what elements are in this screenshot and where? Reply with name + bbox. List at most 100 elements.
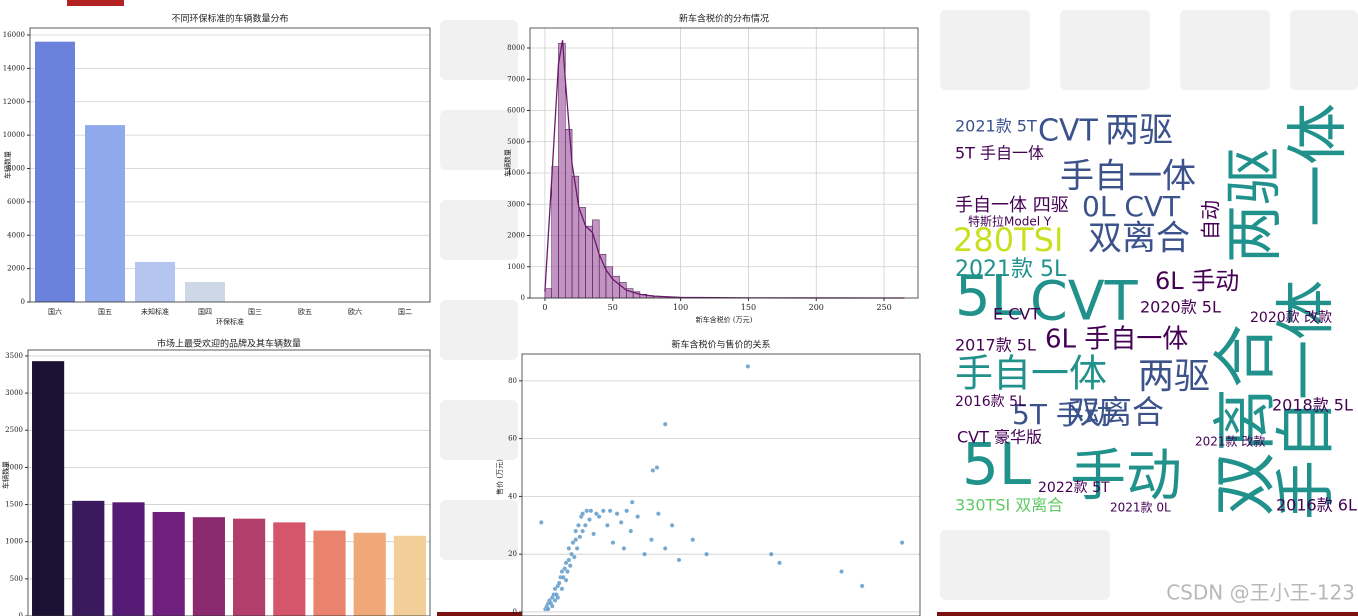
y-tick-label: 4000	[7, 231, 25, 239]
accent-line	[937, 612, 1358, 616]
bar	[393, 535, 426, 616]
x-tick-label: 250	[876, 303, 891, 312]
axes-frame	[521, 353, 921, 616]
y-tick-label: 2000	[7, 265, 25, 273]
bar	[185, 281, 225, 302]
scatter-point	[560, 574, 566, 580]
scatter-point	[600, 508, 606, 514]
y-tick-label: 10000	[3, 131, 25, 139]
bar	[112, 502, 145, 616]
word: CVT	[1038, 114, 1098, 149]
bar	[72, 500, 105, 616]
x-tick-label: 国五	[98, 308, 112, 316]
y-tick-label: 6000	[507, 107, 525, 115]
kde-line	[544, 40, 905, 299]
word: 双离合	[1088, 219, 1190, 259]
scatter-point	[562, 566, 568, 571]
y-tick-label: 1500	[5, 501, 23, 509]
word: 6L 手动	[1155, 267, 1239, 295]
scatter-point	[576, 522, 581, 528]
word: 双离合	[1068, 393, 1164, 431]
chart-panel: 不同环保标准的车辆数量分布 0 2000 4000 6000 8000 10000 12000…	[3, 13, 431, 326]
bar	[353, 532, 386, 616]
histogram-bar	[578, 207, 586, 299]
x-axis-label: 环保标准	[216, 317, 244, 326]
scatter-point	[655, 511, 661, 517]
x-tick-label: 欧五	[298, 307, 312, 316]
scatter-point	[745, 364, 751, 369]
word: 一体	[1281, 103, 1354, 227]
bar	[192, 517, 225, 616]
y-tick-label: 0	[19, 612, 23, 616]
y-tick-label: 500	[10, 575, 23, 583]
bar	[32, 361, 65, 616]
word: 两驱	[1138, 356, 1210, 397]
y-tick-label: 3000	[507, 200, 525, 208]
x-tick-label: 100	[673, 303, 688, 312]
x-tick-label: 50	[608, 303, 618, 312]
x-tick-label: 欧六	[348, 307, 362, 316]
bar	[313, 530, 346, 616]
word: 2022款 5T	[1038, 480, 1110, 496]
scatter-point	[676, 557, 682, 563]
scatter-point	[635, 514, 641, 519]
y-tick-label: 20	[508, 550, 517, 558]
y-tick-label: 3500	[5, 352, 23, 360]
scatter-point	[570, 540, 576, 545]
scatter-point	[573, 537, 579, 543]
scatter-point	[654, 465, 660, 470]
y-tick-label: 2000	[5, 463, 23, 471]
scatter-point	[584, 508, 590, 514]
scatter-point	[662, 421, 668, 427]
x-tick-label: 国六	[48, 307, 62, 316]
accent-bar	[67, 0, 124, 6]
watermark: CSDN @王小王-123	[1166, 581, 1355, 605]
word: 2021款 改款	[1195, 435, 1265, 449]
x-tick-label: 200	[809, 303, 824, 312]
y-tick-label: 8000	[507, 44, 525, 52]
histogram-bar	[544, 288, 552, 299]
y-tick-label: 3000	[5, 389, 23, 397]
y-tick-label: 0	[513, 608, 517, 616]
word: 2017款 5L	[955, 336, 1036, 355]
y-tick-label: 60	[508, 435, 517, 443]
scatter-point	[563, 577, 569, 583]
scatter-point	[556, 580, 562, 586]
word: 2021款 0L	[1110, 501, 1171, 515]
scatter-point	[594, 511, 599, 517]
axes-frame	[27, 349, 431, 616]
wordcloud-bg	[937, 108, 1358, 520]
scatter-point	[899, 540, 905, 545]
histogram-bar	[592, 219, 600, 299]
histogram-bar	[585, 225, 593, 299]
y-axis-label: 车辆数量	[503, 149, 512, 177]
word: 两驱	[1220, 147, 1288, 263]
y-tick-label: 6000	[7, 198, 25, 206]
bar	[135, 261, 175, 302]
word: 2021款 5L	[955, 257, 1067, 282]
x-tick-label: 国二	[398, 308, 412, 316]
scatter-point	[649, 537, 654, 543]
y-tick-label: 5000	[507, 138, 525, 146]
word: 自动	[1199, 200, 1223, 240]
scatter-point	[839, 569, 844, 574]
word: 330TSI 双离合	[955, 496, 1063, 515]
word: 特斯拉Model Y	[968, 214, 1052, 229]
y-tick-label: 16000	[3, 31, 25, 39]
scatter-point	[545, 606, 551, 612]
scatter-point	[607, 508, 613, 514]
word: 手动	[1070, 444, 1182, 509]
scatter-point	[549, 603, 555, 609]
scatter-point	[650, 468, 656, 473]
scatter-point	[621, 546, 627, 551]
axes-frame	[529, 27, 919, 299]
scatter-point	[624, 508, 630, 514]
word: 6L 手自一体	[1045, 325, 1188, 355]
bar	[35, 41, 75, 302]
axes-frame	[29, 27, 431, 303]
y-axis-label: 车辆数量	[1, 461, 10, 489]
accent-line	[437, 612, 522, 616]
word: 2016款 6L	[1276, 496, 1357, 515]
y-tick-label: 7000	[507, 75, 525, 83]
scatter-point	[580, 528, 585, 534]
